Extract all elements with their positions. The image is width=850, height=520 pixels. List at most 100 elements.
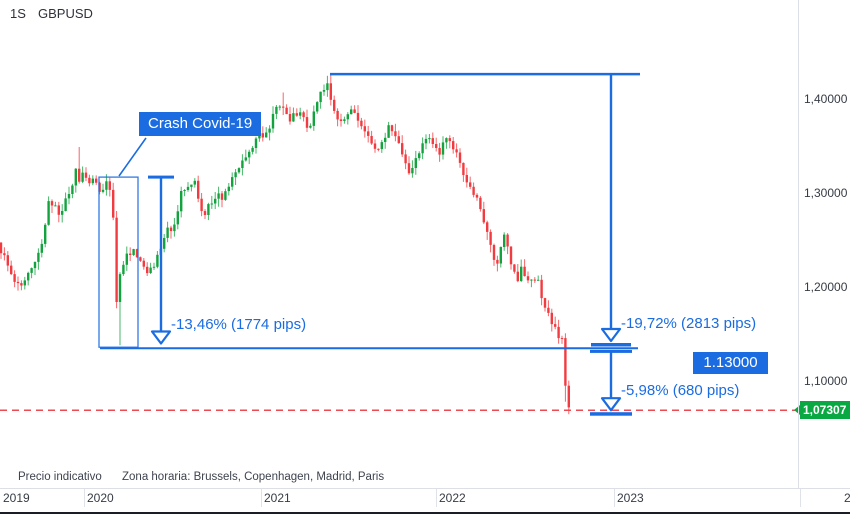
measure-start-cap bbox=[148, 175, 174, 179]
candle-down bbox=[492, 245, 496, 260]
candle-up bbox=[217, 193, 220, 199]
x-axis-tick-label: 2023 bbox=[617, 491, 644, 505]
x-axis-tick-mark bbox=[800, 489, 801, 507]
y-axis-tick-label: 1,10000 bbox=[804, 374, 848, 388]
candle-up bbox=[292, 113, 295, 122]
candle-up bbox=[322, 90, 326, 92]
candle-down bbox=[489, 231, 492, 245]
candle-down bbox=[554, 324, 557, 327]
candle-up bbox=[414, 158, 417, 168]
x-axis-tick-mark bbox=[614, 489, 615, 507]
candle-up bbox=[244, 157, 247, 161]
candle-down bbox=[197, 180, 200, 199]
candle-up bbox=[156, 254, 159, 267]
candle-down bbox=[479, 197, 482, 210]
candle-up bbox=[248, 151, 251, 158]
candle-down bbox=[88, 177, 91, 184]
indicative-price-note: Precio indicativo bbox=[18, 471, 102, 483]
candle-up bbox=[67, 194, 71, 199]
candle-up bbox=[23, 280, 26, 286]
candle-down bbox=[3, 253, 6, 256]
x-axis-tick-mark bbox=[84, 489, 85, 507]
candle-down bbox=[295, 113, 298, 116]
candle-down bbox=[472, 186, 475, 195]
candle-up bbox=[387, 125, 390, 138]
candle-up bbox=[411, 168, 414, 174]
candle-down bbox=[448, 138, 451, 142]
candle-down bbox=[513, 264, 516, 272]
bottom-border bbox=[0, 512, 850, 514]
candle-down bbox=[475, 194, 479, 198]
candle-up bbox=[125, 253, 128, 265]
candle-up bbox=[241, 160, 244, 168]
candle-down bbox=[112, 189, 115, 218]
candle-down bbox=[462, 162, 465, 175]
candle-down bbox=[455, 149, 458, 153]
candle-up bbox=[503, 234, 506, 247]
symbol-label[interactable]: GBPUSD bbox=[38, 6, 93, 21]
candle-down bbox=[469, 182, 472, 187]
candle-up bbox=[40, 243, 43, 253]
candle-down bbox=[353, 109, 356, 113]
candle-down bbox=[550, 312, 553, 325]
crash-label-pointer-line bbox=[118, 137, 147, 177]
candle-down bbox=[356, 112, 360, 121]
candle-up bbox=[193, 180, 196, 185]
candle-up bbox=[380, 142, 383, 150]
support-level-price-label[interactable]: 1.13000 bbox=[693, 352, 768, 374]
crash-region-box[interactable] bbox=[98, 176, 139, 348]
measure-arrow-head bbox=[150, 330, 172, 345]
price-axis-separator bbox=[798, 0, 799, 488]
crash-covid-annotation-label[interactable]: Crash Covid-19 bbox=[139, 112, 262, 136]
candle-up bbox=[499, 246, 502, 264]
candle-down bbox=[288, 114, 292, 122]
candle-up bbox=[428, 138, 431, 140]
candle-down bbox=[452, 141, 455, 150]
candle-down bbox=[108, 181, 111, 190]
candle-down bbox=[438, 148, 441, 155]
candle-down bbox=[435, 144, 438, 148]
candle-up bbox=[30, 268, 33, 273]
timeframe-label[interactable]: 1S bbox=[10, 6, 26, 21]
candle-down bbox=[135, 249, 139, 258]
candle-up bbox=[81, 172, 84, 182]
candle-down bbox=[305, 117, 309, 128]
drop-5-percent-label[interactable]: -5,98% (680 pips) bbox=[621, 382, 740, 399]
candle-down bbox=[367, 131, 370, 136]
candle-down bbox=[139, 257, 142, 261]
candle-up bbox=[173, 224, 176, 232]
candle-down bbox=[506, 234, 509, 247]
y-axis-tick-label: 1,30000 bbox=[804, 186, 848, 200]
candle-down bbox=[50, 201, 54, 206]
timezone-setting[interactable]: Zona horaria: Brussels, Copenhagen, Madr… bbox=[122, 471, 385, 483]
candle-up bbox=[64, 198, 67, 211]
candle-down bbox=[540, 279, 543, 299]
candle-up bbox=[421, 143, 424, 154]
candle-down bbox=[560, 338, 564, 339]
drop-13-percent-label[interactable]: -13,46% (1774 pips) bbox=[171, 316, 307, 333]
candle-down bbox=[486, 222, 489, 232]
measure-arrow-head bbox=[600, 397, 622, 412]
candle-up bbox=[441, 142, 445, 155]
candle-up bbox=[207, 204, 210, 215]
candle-up bbox=[254, 138, 258, 148]
candle-down bbox=[95, 178, 98, 183]
candle-up bbox=[74, 168, 77, 186]
candle-down bbox=[509, 246, 513, 265]
candle-up bbox=[183, 190, 186, 191]
y-axis-tick-label: 1,40000 bbox=[804, 92, 848, 106]
x-axis-tick-label: 2020 bbox=[87, 491, 114, 505]
candle-down bbox=[10, 265, 13, 275]
candle-up bbox=[424, 138, 428, 144]
candle-down bbox=[394, 131, 397, 137]
x-axis-tick-label: 2021 bbox=[264, 491, 291, 505]
candle-up bbox=[346, 114, 349, 120]
candle-up bbox=[152, 266, 156, 268]
candle-up bbox=[520, 266, 523, 281]
candle-up bbox=[231, 177, 234, 187]
candle-up bbox=[118, 274, 122, 302]
candle-up bbox=[350, 109, 353, 115]
drop-19-percent-label[interactable]: -19,72% (2813 pips) bbox=[621, 315, 757, 332]
candle-down bbox=[0, 242, 3, 254]
